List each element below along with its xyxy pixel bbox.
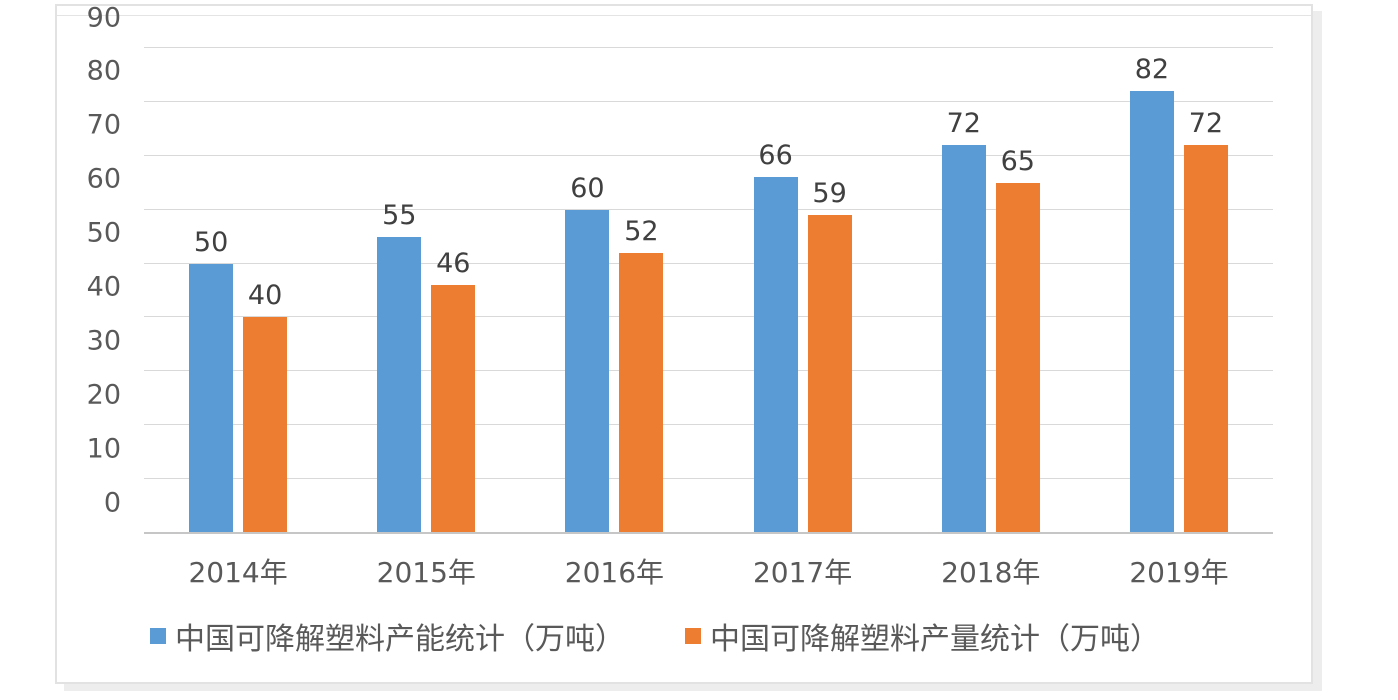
bar: 46 [431,248,476,533]
gridline [144,316,1273,318]
legend-label: 中国可降解塑料产能统计（万吨） [175,622,625,657]
x-axis-category-label: 2017年 [752,556,853,589]
y-axis-tick-label: 70 [86,109,121,141]
legend-swatch-icon [150,628,166,644]
bar-group: 55 46 [332,48,520,533]
y-axis-tick-label: 20 [86,379,121,411]
bar-data-label: 60 [570,172,605,204]
legend-swatch-icon [685,628,701,644]
bar: 52 [619,216,664,533]
x-axis-category-label: 2019年 [1129,556,1229,589]
bar-data-label: 55 [382,199,417,231]
gridline [144,262,1273,264]
bar-data-label: 72 [946,108,981,139]
bar-data-label: 52 [624,215,659,247]
bar-group: 82 72 [1085,48,1273,533]
bar: 72 [941,108,986,533]
gridline [144,370,1273,372]
bar-data-label: 50 [193,226,229,258]
x-axis-category-label: 2014年 [188,556,288,589]
bar: 66 [753,140,798,533]
legend-label: 中国可降解塑料产量统计（万吨） [710,622,1160,657]
x-axis-category-label: 2015年 [376,556,476,589]
bar: 60 [565,173,610,533]
gridline [144,47,1273,48]
gridline [144,100,1273,102]
bar-data-label: 65 [1000,145,1035,177]
y-axis-tick-label: 30 [86,325,121,357]
bar-data-label: 82 [1134,54,1170,86]
gridline [144,208,1273,210]
bar-group: 50 40 [144,48,332,533]
bar: 72 [1183,108,1228,533]
y-axis-tick-label: 0 [103,487,121,518]
gridline [144,478,1273,480]
bar: 82 [1129,54,1174,533]
gridline [144,154,1273,156]
x-axis-category-label: 2016年 [564,556,665,589]
bar-data-label: 40 [247,280,283,312]
y-axis-tick-label: 90 [86,2,121,33]
bar: 65 [995,146,1040,533]
y-axis-tick-label: 10 [86,433,121,465]
bars-layer: 50 40 55 46 60 52 66 59 72 65 82 72 [144,48,1273,533]
legend-item: 中国可降解塑料产量统计（万吨） [685,614,1160,658]
legend: 中国可降解塑料产能统计（万吨） 中国可降解塑料产量统计（万吨） [150,614,1160,658]
bar-group: 60 52 [520,48,708,533]
bar-data-label: 46 [436,248,471,280]
frame-top-divider [57,15,1311,16]
bar: 40 [243,280,288,533]
y-axis-tick-label: 50 [86,217,121,249]
bar-data-label: 59 [812,178,847,210]
bar: 59 [807,178,852,533]
y-axis-tick-label: 40 [86,271,121,303]
x-axis-category-labels: 2014年 2015年 2016年 2017年 2018年 2019年 [144,551,1273,591]
x-axis-line [144,532,1273,534]
y-axis-tick-label: 80 [86,55,121,87]
plot-area: 0 10 20 30 40 50 60 70 80 90 50 40 55 46 60 52 66 59 72 65… [87,2,1273,534]
gridline [144,424,1273,426]
chart-container: 0 10 20 30 40 50 60 70 80 90 50 40 55 46 60 52 66 59 72 65… [55,2,1313,684]
bar: 50 [189,227,234,533]
legend-item: 中国可降解塑料产能统计（万吨） [150,614,625,658]
bar: 55 [377,200,422,533]
x-axis-category-label: 2018年 [941,556,1041,589]
bar-data-label: 66 [758,140,793,172]
bar-group: 66 59 [709,48,897,533]
y-axis-tick-label: 60 [86,163,121,195]
bar-data-label: 72 [1188,108,1224,139]
bar-group: 72 65 [897,48,1085,533]
